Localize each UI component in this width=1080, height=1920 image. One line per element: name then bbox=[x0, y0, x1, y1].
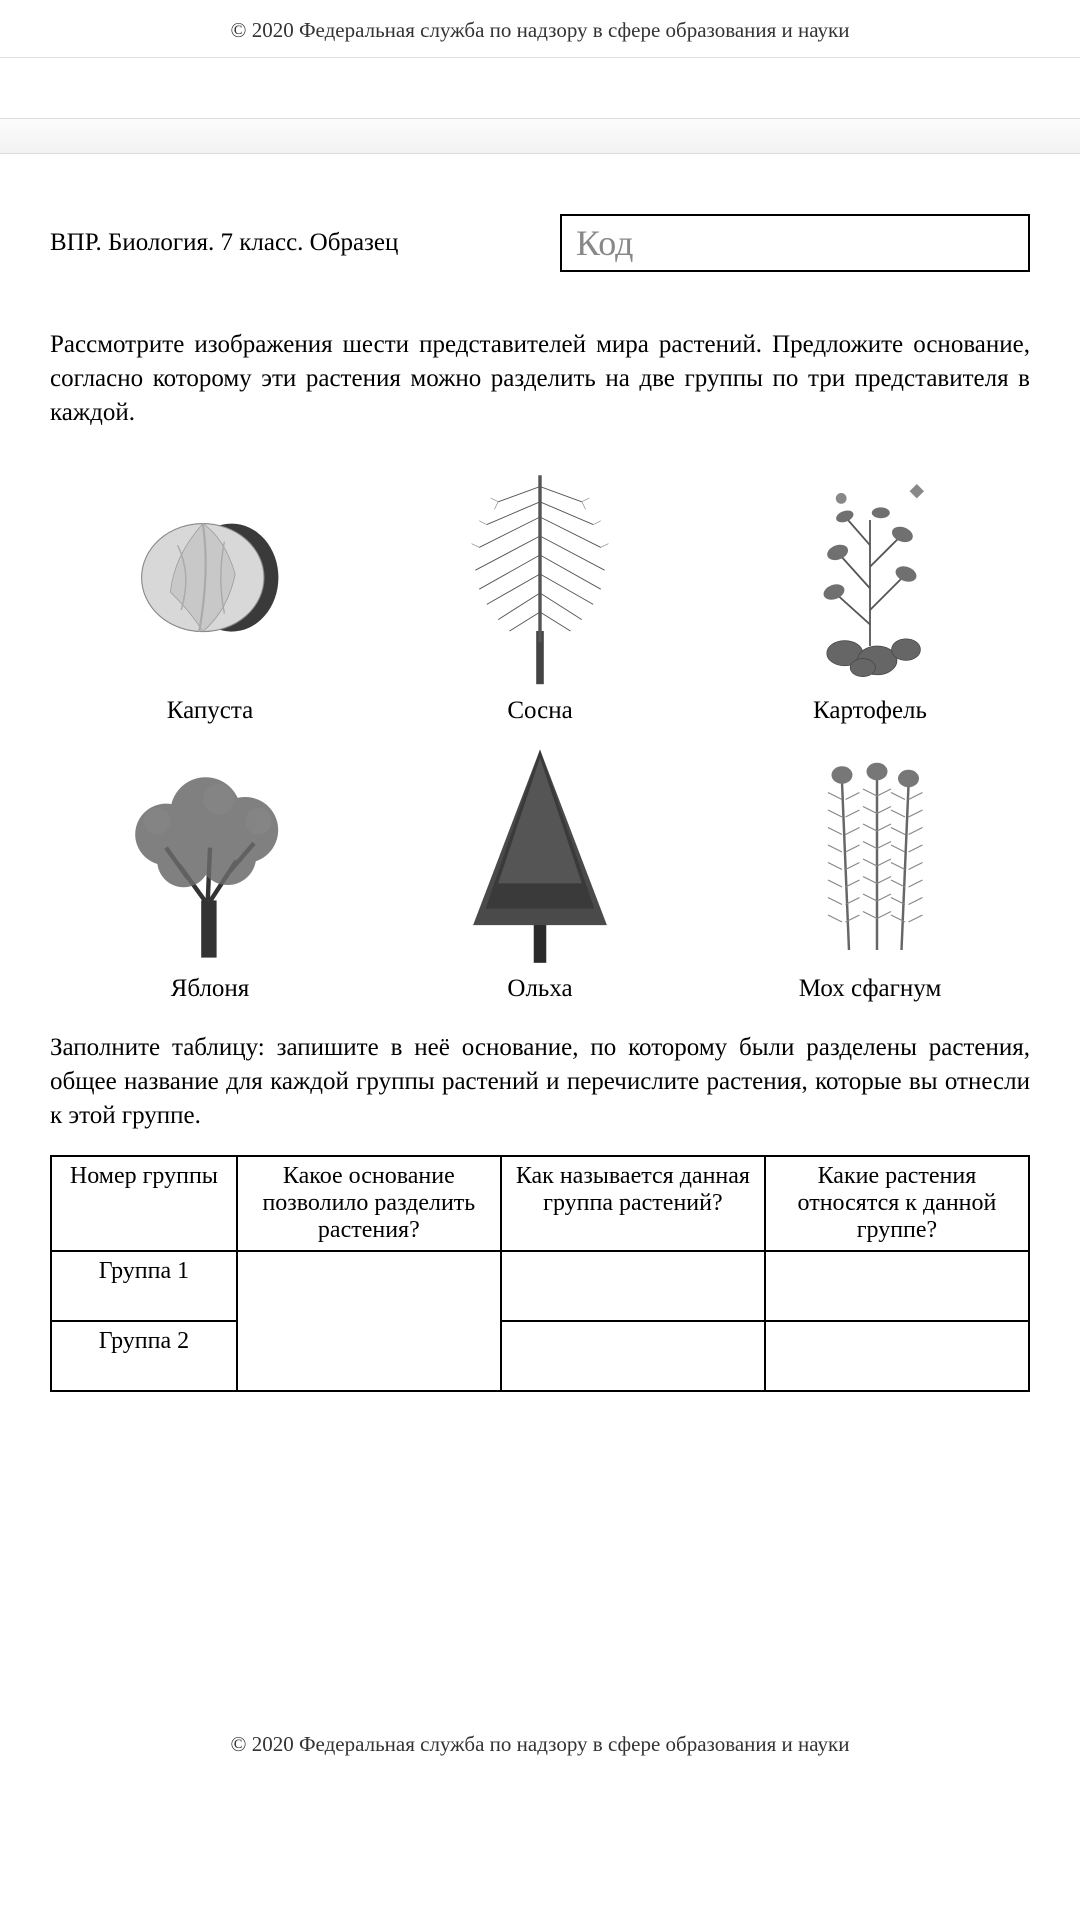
header-copyright: © 2020 Федеральная служба по надзору в с… bbox=[0, 0, 1080, 58]
alder-illustration bbox=[425, 737, 655, 967]
answer-table: Номер группы Какое основание позволило р… bbox=[50, 1155, 1030, 1392]
plant-apple-tree: Яблоня bbox=[50, 737, 370, 1003]
page-body: ВПР. Биология. 7 класс. Образец Код Расс… bbox=[0, 154, 1080, 1412]
plants-grid: Капуста bbox=[50, 459, 1030, 1003]
plant-label: Мох сфагнум bbox=[799, 975, 942, 1003]
cabbage-illustration bbox=[95, 459, 325, 689]
plant-label: Капуста bbox=[167, 697, 253, 725]
group-label-cell: Группа 2 bbox=[51, 1321, 237, 1391]
document-title: ВПР. Биология. 7 класс. Образец bbox=[50, 229, 398, 257]
plant-label: Сосна bbox=[507, 697, 572, 725]
plant-potato: Картофель bbox=[710, 459, 1030, 725]
answer-cell[interactable] bbox=[237, 1251, 501, 1391]
answer-cell[interactable] bbox=[765, 1251, 1029, 1321]
table-row: Группа 1 bbox=[51, 1251, 1029, 1321]
table-header-cell: Номер группы bbox=[51, 1156, 237, 1251]
pine-illustration bbox=[425, 459, 655, 689]
table-row: Группа 2 bbox=[51, 1321, 1029, 1391]
plant-moss: Мох сфагнум bbox=[710, 737, 1030, 1003]
plant-pine: Сосна bbox=[380, 459, 700, 725]
group-label-cell: Группа 1 bbox=[51, 1251, 237, 1321]
code-input-box[interactable]: Код bbox=[560, 214, 1030, 272]
instruction-text-1: Рассмотрите изображения шести представит… bbox=[50, 328, 1030, 429]
table-header-row: Номер группы Какое основание позволило р… bbox=[51, 1156, 1029, 1251]
plant-label: Картофель bbox=[813, 697, 927, 725]
plant-label: Яблоня bbox=[171, 975, 250, 1003]
footer-copyright: © 2020 Федеральная служба по надзору в с… bbox=[0, 1712, 1080, 1783]
table-header-cell: Какие растения относятся к данной группе… bbox=[765, 1156, 1029, 1251]
answer-cell[interactable] bbox=[765, 1321, 1029, 1391]
apple-tree-illustration bbox=[95, 737, 325, 967]
answer-cell[interactable] bbox=[501, 1251, 765, 1321]
plant-label: Ольха bbox=[507, 975, 572, 1003]
plant-cabbage: Капуста bbox=[50, 459, 370, 725]
table-header-cell: Как называется данная группа растений? bbox=[501, 1156, 765, 1251]
moss-illustration bbox=[755, 737, 985, 967]
potato-illustration bbox=[755, 459, 985, 689]
title-row: ВПР. Биология. 7 класс. Образец Код bbox=[50, 214, 1030, 272]
table-header-cell: Какое основание позволило разделить раст… bbox=[237, 1156, 501, 1251]
plant-alder: Ольха bbox=[380, 737, 700, 1003]
instruction-text-2: Заполните таблицу: запишите в неё основа… bbox=[50, 1031, 1030, 1132]
section-divider bbox=[0, 118, 1080, 154]
answer-cell[interactable] bbox=[501, 1321, 765, 1391]
